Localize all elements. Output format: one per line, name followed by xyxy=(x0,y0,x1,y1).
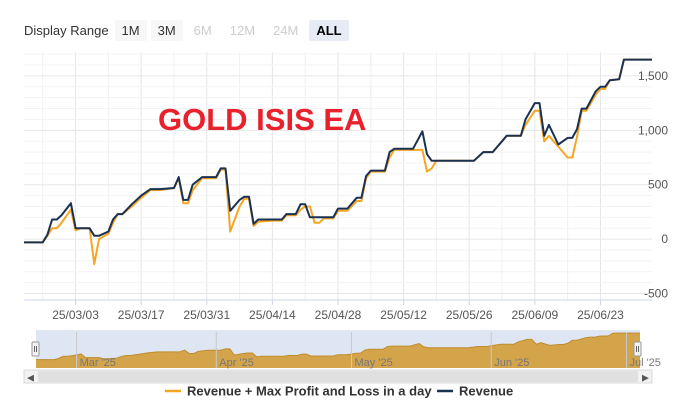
x-tick-label: 25/03/17 xyxy=(118,308,165,322)
series-line-revenue[interactable] xyxy=(24,58,652,244)
chart-title: GOLD ISIS EA xyxy=(158,102,366,137)
x-tick-label: 25/06/23 xyxy=(577,308,624,322)
legend-item-revenue[interactable]: Revenue xyxy=(437,384,513,399)
legend-label-revenue: Revenue xyxy=(459,384,513,399)
navigator-label: Apr '25 xyxy=(219,357,254,369)
legend: Revenue + Max Profit and Loss in a day R… xyxy=(165,384,513,399)
navigator[interactable]: Mar '25 Apr '25 May '25 Jun '25 Jul '25 xyxy=(31,330,661,369)
range-button-3m[interactable]: 3M xyxy=(150,19,183,41)
x-tick-label: 25/03/31 xyxy=(183,308,230,322)
y-tick-label: 1,000 xyxy=(638,123,668,137)
x-tick-label: 25/06/09 xyxy=(511,308,558,322)
range-button-6m[interactable]: 6M xyxy=(186,19,219,41)
navigator-label: May '25 xyxy=(355,357,393,369)
navigator-labels: Mar '25 Apr '25 May '25 Jun '25 Jul '25 xyxy=(76,332,661,369)
range-selector-label: Display Range xyxy=(24,22,109,38)
x-tick-label: 25/04/14 xyxy=(249,308,296,322)
y-tick-label: 0 xyxy=(661,232,668,246)
y-axis-ticks: -500 0 500 1,000 1,500 xyxy=(638,69,668,301)
navigator-label: Mar '25 xyxy=(80,357,116,369)
navigator-label: Jun '25 xyxy=(494,357,529,369)
range-selector: Display Range 1M 3M 6M 12M 24M ALL xyxy=(24,18,353,42)
x-tick-label: 25/03/03 xyxy=(52,308,99,322)
legend-item-revenue-max[interactable]: Revenue + Max Profit and Loss in a day xyxy=(165,384,432,399)
x-tick-label: 25/05/12 xyxy=(380,308,427,322)
range-button-all[interactable]: ALL xyxy=(309,19,349,41)
grid xyxy=(24,52,652,301)
scroll-left-icon[interactable]: ◀ xyxy=(27,373,34,383)
navigator-label: Jul '25 xyxy=(629,357,660,369)
series-lines xyxy=(24,58,652,266)
scroll-right-icon[interactable]: ▶ xyxy=(642,373,649,383)
navigator-area xyxy=(36,333,640,368)
y-tick-label: 1,500 xyxy=(638,69,668,83)
scrollbar[interactable]: ◀ ▶ xyxy=(23,369,653,384)
navigator-left-handle[interactable] xyxy=(31,341,40,357)
x-tick-label: 25/05/26 xyxy=(446,308,493,322)
range-button-1m[interactable]: 1M xyxy=(114,19,147,41)
navigator-line xyxy=(36,332,640,361)
legend-label-revenue-max: Revenue + Max Profit and Loss in a day xyxy=(187,384,432,399)
x-tick-label: 25/04/28 xyxy=(315,308,362,322)
range-button-12m[interactable]: 12M xyxy=(222,19,263,41)
range-button-24m[interactable]: 24M xyxy=(266,19,306,41)
scrollbar-thumb[interactable] xyxy=(38,371,638,382)
y-tick-label: -500 xyxy=(644,286,668,300)
navigator-right-handle[interactable] xyxy=(633,341,642,357)
x-axis-ticks: 25/03/03 25/03/17 25/03/31 25/04/14 25/04/28… xyxy=(52,300,624,322)
y-tick-label: 500 xyxy=(648,178,668,192)
